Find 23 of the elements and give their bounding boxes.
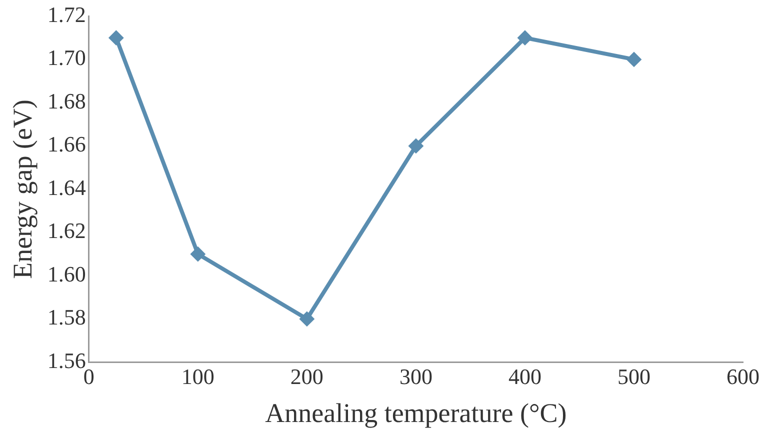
y-tick-label: 1.56 — [47, 348, 86, 373]
x-tick-label: 500 — [617, 364, 650, 390]
point — [299, 311, 314, 326]
y-tick-label: 1.58 — [47, 304, 86, 330]
y-tick-label: 1.66 — [47, 132, 86, 157]
y-tick-label: 1.64 — [47, 174, 86, 200]
point — [190, 246, 206, 262]
point — [517, 30, 532, 46]
point — [108, 30, 124, 46]
y-tick-label: 1.70 — [47, 45, 86, 70]
x-tick-label: 100 — [181, 364, 214, 390]
x-tick-label: 200 — [290, 364, 324, 390]
x-tick-label: 300 — [399, 364, 432, 390]
x-tick-label: 600 — [726, 364, 760, 390]
point — [408, 138, 424, 154]
x-axis-title: Annealing temperature (°C) — [265, 398, 567, 428]
y-tick-label: 1.68 — [47, 88, 86, 114]
x-tick-label: 400 — [508, 364, 542, 390]
y-tick-label: 1.72 — [47, 2, 86, 27]
y-tick-label: 1.62 — [47, 218, 86, 244]
y-axis-title: Energy gap (eV) — [7, 99, 38, 279]
y-tick-label: 1.60 — [47, 261, 86, 286]
point — [626, 52, 642, 67]
